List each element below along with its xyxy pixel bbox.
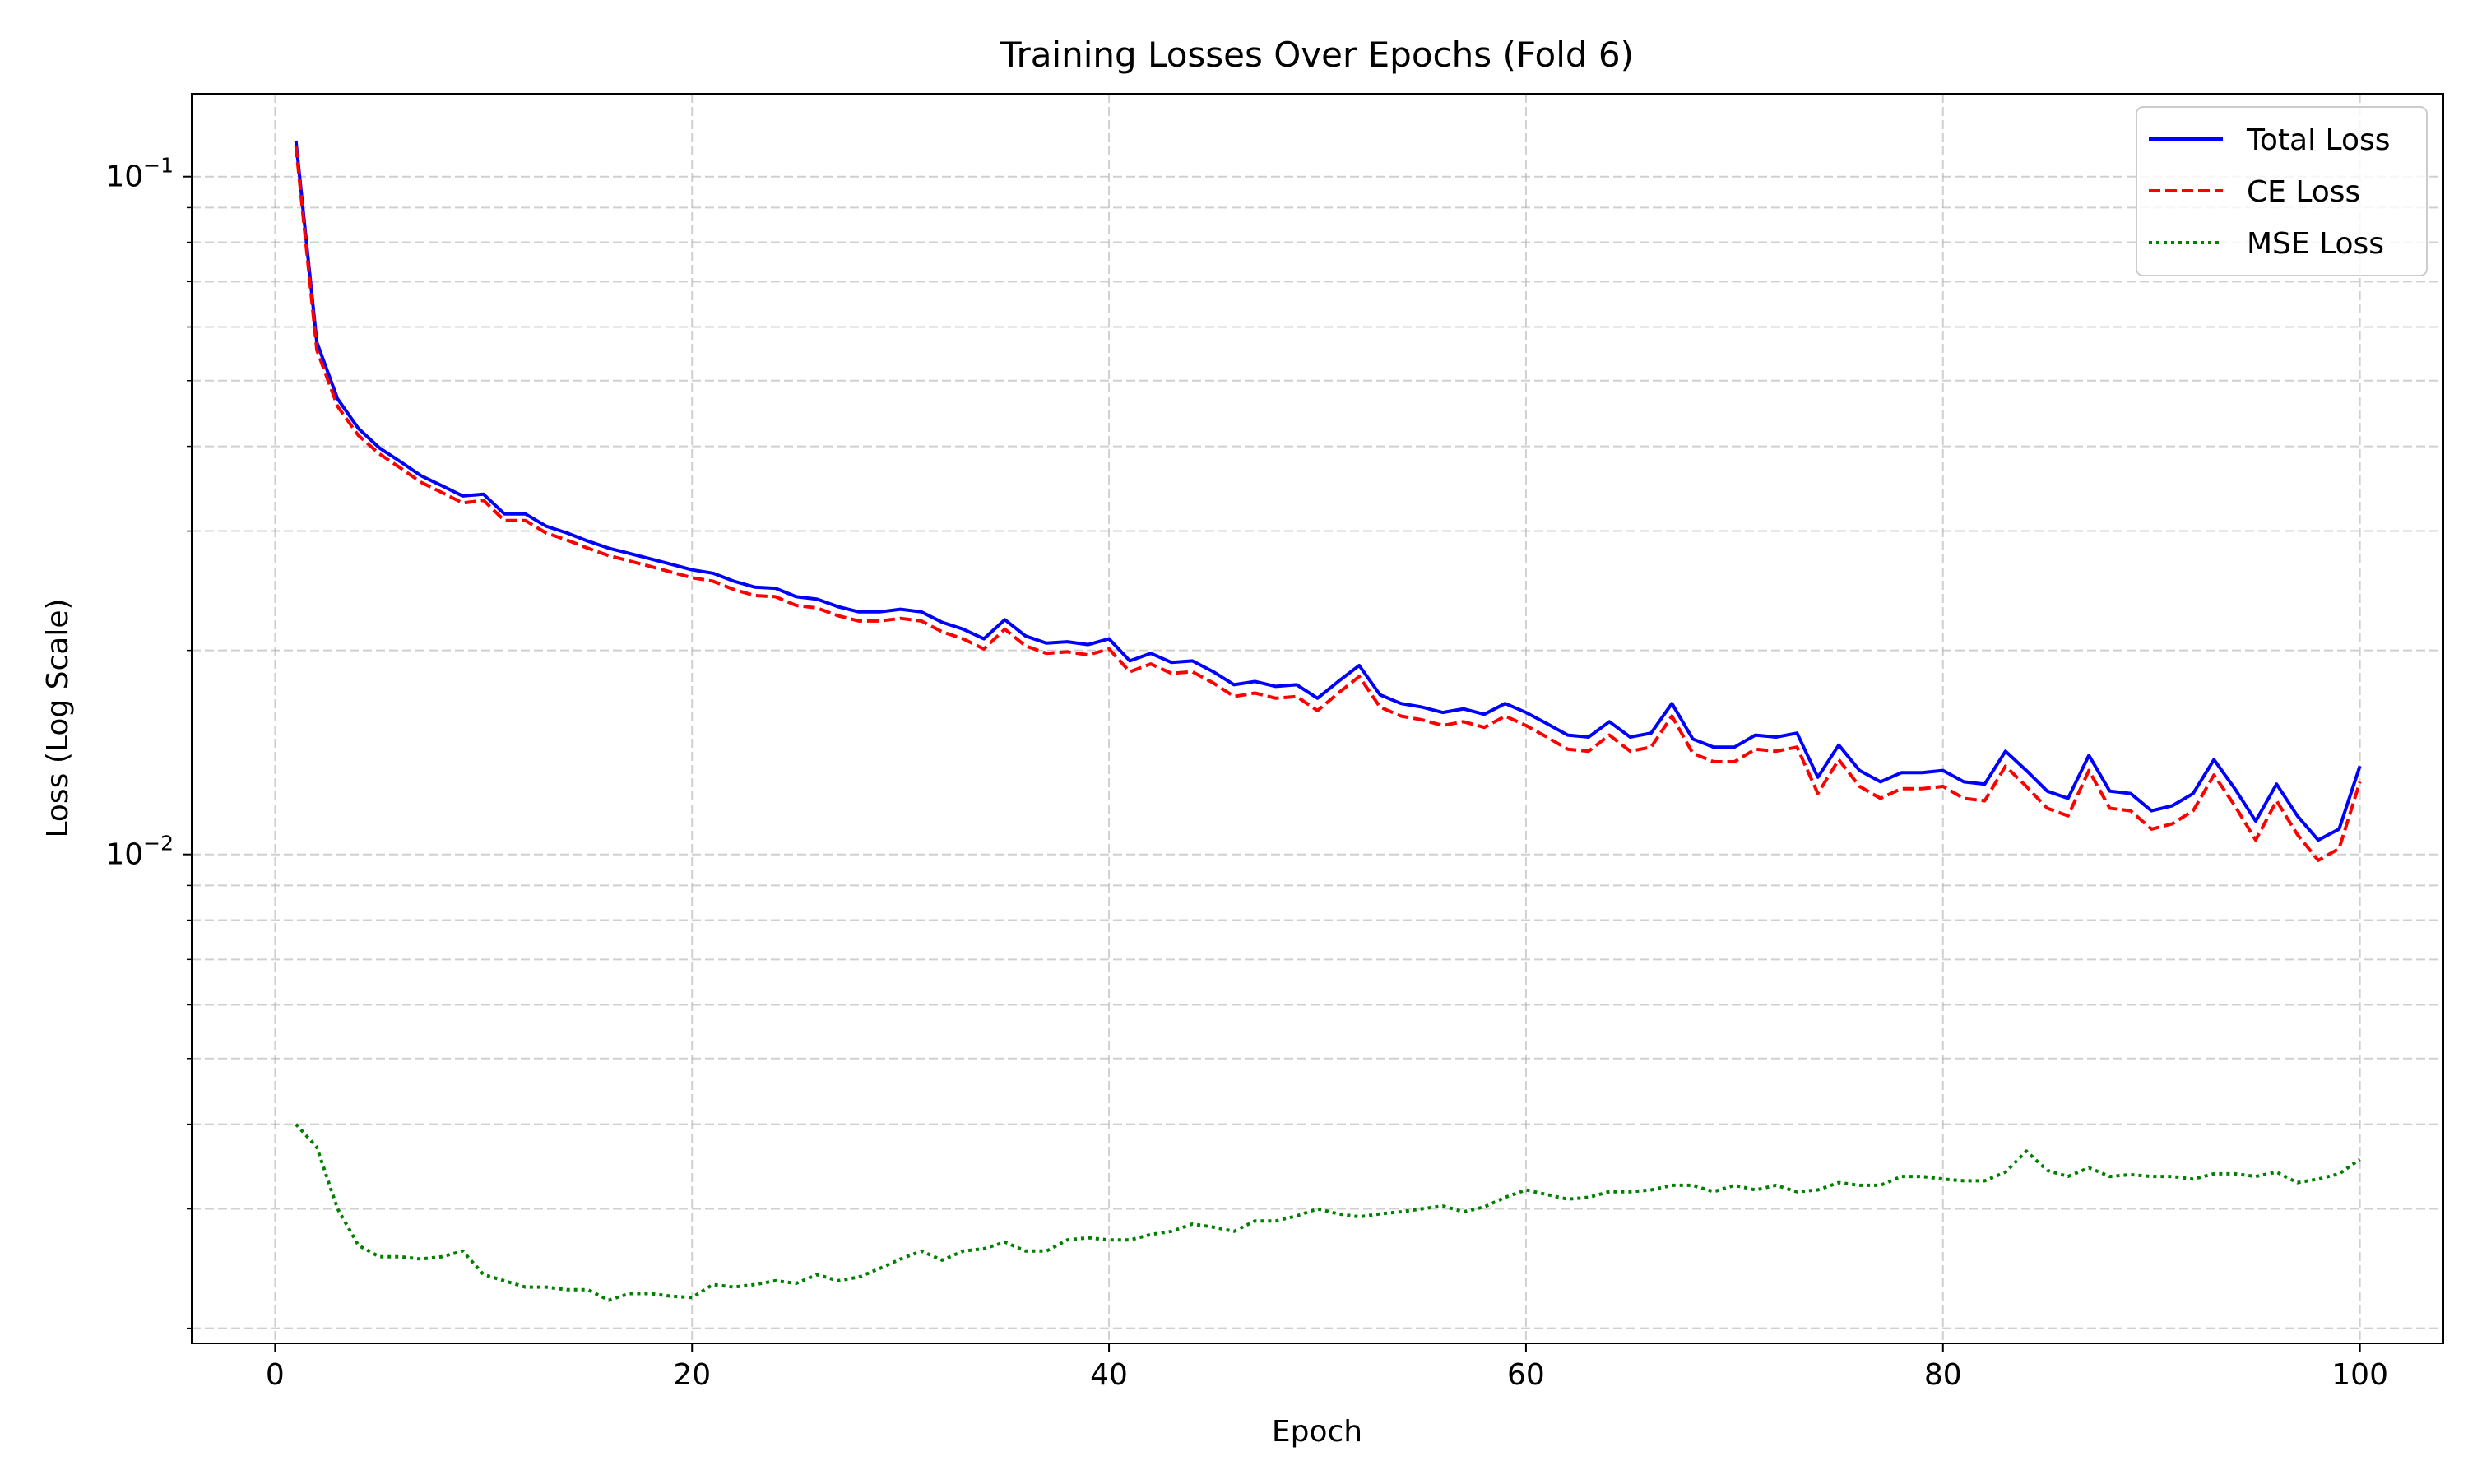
legend-box	[2136, 106, 2428, 276]
x-tick-label: 0	[266, 1358, 285, 1392]
x-tick-label: 40	[1090, 1358, 1128, 1392]
chart-title: Training Losses Over Epochs (Fold 6)	[1000, 35, 1634, 75]
grid-lines	[192, 94, 2443, 1343]
legend-label: Total Loss	[2246, 123, 2390, 157]
x-tick-label: 20	[673, 1358, 711, 1392]
x-axis-ticks: 0 20 40 60 80 100	[266, 1343, 2388, 1392]
x-tick-label: 60	[1507, 1358, 1545, 1392]
series-line-mse-loss	[295, 1123, 2361, 1302]
y-axis-ticks: 10−2 10−1	[105, 154, 192, 1329]
y-axis-label: Loss (Log Scale)	[41, 598, 75, 837]
x-axis-label: Epoch	[1272, 1415, 1362, 1449]
series-line-ce-loss	[294, 146, 2362, 862]
plot-frame	[191, 93, 2444, 1344]
y-tick-label: 10−1	[105, 154, 174, 194]
series-lines	[294, 140, 2362, 1302]
legend-label: MSE Loss	[2247, 227, 2384, 261]
x-tick-label: 100	[2331, 1358, 2388, 1392]
x-tick-label: 80	[1924, 1358, 1962, 1392]
legend-label: CE Loss	[2247, 175, 2360, 209]
series-line-total-loss	[294, 140, 2362, 842]
legend: Total Loss CE Loss MSE Loss	[2136, 106, 2428, 276]
y-tick-label: 10−2	[105, 832, 174, 872]
